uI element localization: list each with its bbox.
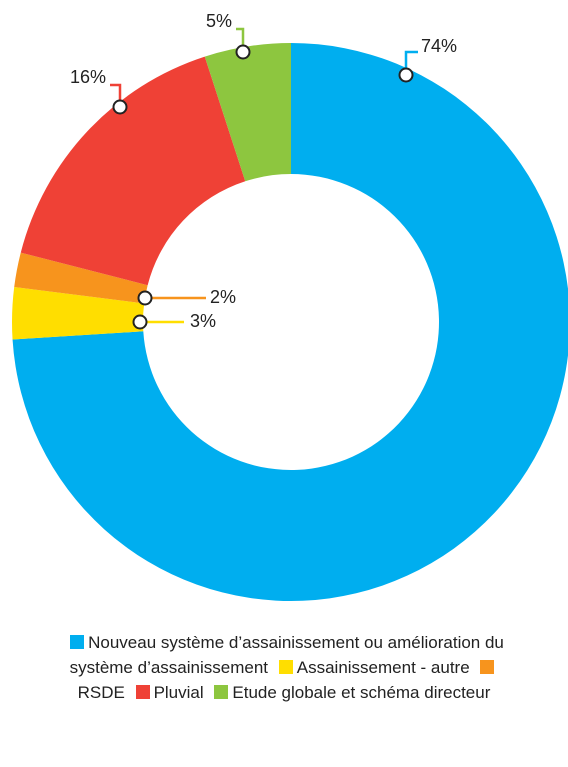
donut-slice bbox=[204, 43, 291, 182]
label-marker bbox=[137, 290, 153, 306]
legend-swatch bbox=[70, 635, 85, 649]
legend-item: Nouveau système d’assainissement ou amél… bbox=[64, 633, 504, 677]
donut-slice bbox=[20, 56, 246, 286]
legend-swatch bbox=[214, 685, 229, 699]
chart: 74% 3% 2% 16% 5% bbox=[12, 11, 568, 601]
label-marker bbox=[132, 314, 148, 330]
legend-item: Pluvial bbox=[130, 683, 204, 702]
leader-line bbox=[404, 50, 418, 75]
donut-slice bbox=[12, 287, 145, 340]
label-marker bbox=[398, 67, 414, 83]
legend-label: Assainissement - autre bbox=[296, 658, 470, 677]
legend-item: Etude globale et schéma directeur bbox=[208, 683, 490, 702]
legend-swatch bbox=[278, 660, 293, 674]
leader-line bbox=[236, 27, 245, 52]
label-marker bbox=[112, 99, 128, 115]
donut-slice bbox=[14, 252, 148, 304]
data-label: 16% bbox=[70, 67, 106, 87]
legend-item: Assainissement - autre bbox=[273, 658, 470, 677]
donut-slice bbox=[12, 43, 568, 601]
data-label: 5% bbox=[206, 11, 232, 31]
legend-item: RSDE bbox=[78, 658, 499, 702]
legend-label: Pluvial bbox=[153, 683, 204, 702]
legend-swatch bbox=[135, 685, 150, 699]
data-label: 2% bbox=[210, 287, 236, 307]
data-label: 3% bbox=[190, 311, 216, 331]
legend-label: Etude globale et schéma directeur bbox=[232, 683, 491, 702]
legend-swatch bbox=[480, 660, 495, 674]
legend-label: RSDE bbox=[77, 683, 125, 702]
legend-label: Nouveau système d’assainissement ou amél… bbox=[69, 633, 504, 677]
label-marker bbox=[235, 44, 251, 60]
legend: Nouveau système d’assainissement ou amél… bbox=[54, 630, 514, 705]
data-label: 74% bbox=[421, 36, 457, 56]
